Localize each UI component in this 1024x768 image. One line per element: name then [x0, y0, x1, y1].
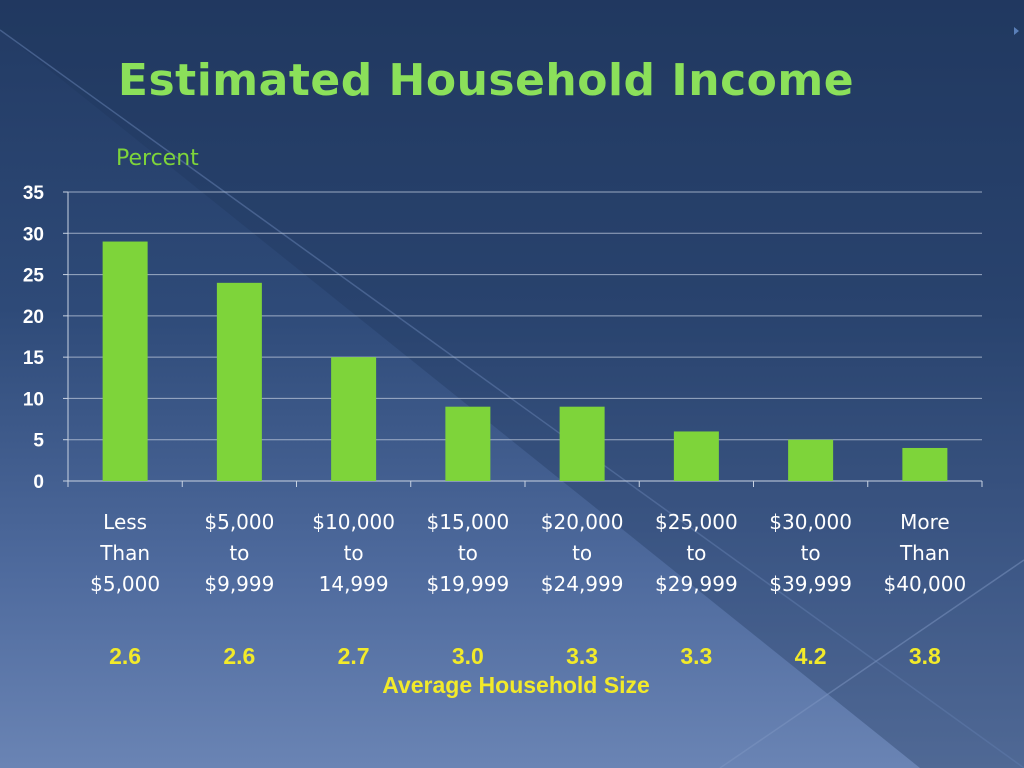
bar — [445, 406, 491, 481]
x-tick-label: More Than $40,000 — [884, 510, 967, 596]
y-axis-title: Percent — [116, 146, 199, 171]
household-size-value: 3.8 — [909, 643, 941, 669]
household-size-value: 3.0 — [452, 643, 484, 669]
y-tick-label: 10 — [23, 389, 44, 410]
y-tick-label: 20 — [23, 307, 44, 328]
x-tick-label: Less Than $5,000 — [90, 510, 160, 596]
bars — [102, 241, 948, 481]
household-size-value: 2.6 — [109, 643, 141, 669]
y-tick-label: 35 — [23, 183, 45, 204]
slide-chevron-icon — [1014, 27, 1019, 35]
y-tick-label: 0 — [33, 472, 44, 493]
y-axis-ticks: 0 5 10 15 20 25 30 35 — [23, 183, 983, 493]
household-size-caption-text: Average Household Size — [382, 672, 650, 698]
household-size-value: 2.7 — [338, 643, 370, 669]
x-tick-label: $30,000 to $39,999 — [769, 510, 852, 596]
bar — [673, 431, 719, 481]
household-size-values: 2.6 2.6 2.7 3.0 3.3 3.3 4.2 3.8 — [109, 643, 941, 669]
x-tick-label: $20,000 to $24,999 — [541, 510, 624, 596]
bar — [788, 439, 834, 481]
household-size-caption: Average Household Size — [0, 672, 1024, 699]
x-tick-label: $5,000 to $9,999 — [204, 510, 274, 596]
household-size-value: 3.3 — [566, 643, 598, 669]
y-tick-label: 5 — [33, 431, 44, 452]
household-size-value: 3.3 — [680, 643, 712, 669]
x-tick-label: $25,000 to $29,999 — [655, 510, 738, 596]
bar — [102, 241, 148, 481]
bar — [902, 447, 948, 481]
x-tick-label: $10,000 to 14,999 — [312, 510, 395, 596]
x-tick-label: $15,000 to $19,999 — [427, 510, 510, 596]
bar — [559, 406, 605, 481]
bar — [216, 282, 262, 481]
y-tick-label: 15 — [23, 348, 45, 369]
gridlines — [68, 191, 982, 482]
y-tick-label: 30 — [23, 224, 44, 245]
household-size-value: 4.2 — [795, 643, 827, 669]
household-size-value: 2.6 — [223, 643, 255, 669]
slide-title-text: Estimated Household Income — [117, 55, 855, 106]
bar — [331, 357, 377, 481]
slide-title: Estimated Household Income — [0, 55, 1024, 106]
y-tick-label: 25 — [23, 266, 45, 287]
x-axis-labels: Less Than $5,000 $5,000 to $9,999 $10,000 to 14,… — [90, 510, 966, 596]
